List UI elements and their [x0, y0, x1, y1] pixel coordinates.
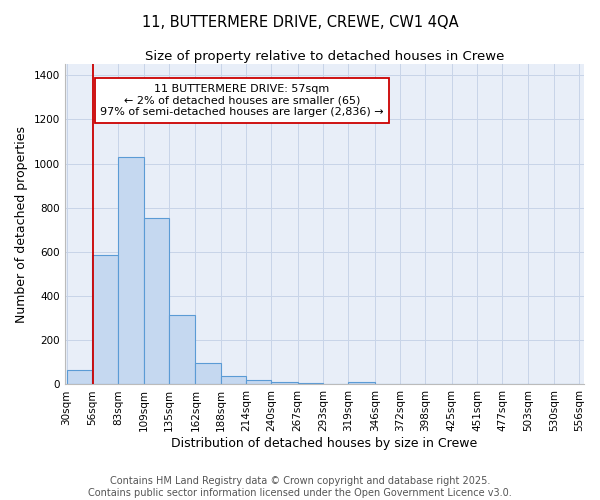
Bar	[221, 376, 246, 384]
Text: 11 BUTTERMERE DRIVE: 57sqm
← 2% of detached houses are smaller (65)
97% of semi-: 11 BUTTERMERE DRIVE: 57sqm ← 2% of detac…	[100, 84, 384, 117]
X-axis label: Distribution of detached houses by size in Crewe: Distribution of detached houses by size …	[172, 437, 478, 450]
Bar	[196, 364, 221, 384]
Text: Contains HM Land Registry data © Crown copyright and database right 2025.
Contai: Contains HM Land Registry data © Crown c…	[88, 476, 512, 498]
Bar	[271, 382, 298, 384]
Bar	[246, 380, 271, 384]
Bar	[92, 255, 118, 384]
Bar	[298, 382, 323, 384]
Bar	[169, 315, 196, 384]
Text: 11, BUTTERMERE DRIVE, CREWE, CW1 4QA: 11, BUTTERMERE DRIVE, CREWE, CW1 4QA	[142, 15, 458, 30]
Bar	[67, 370, 92, 384]
Bar	[143, 218, 169, 384]
Y-axis label: Number of detached properties: Number of detached properties	[15, 126, 28, 323]
Bar	[118, 157, 143, 384]
Title: Size of property relative to detached houses in Crewe: Size of property relative to detached ho…	[145, 50, 504, 63]
Bar	[349, 382, 375, 384]
